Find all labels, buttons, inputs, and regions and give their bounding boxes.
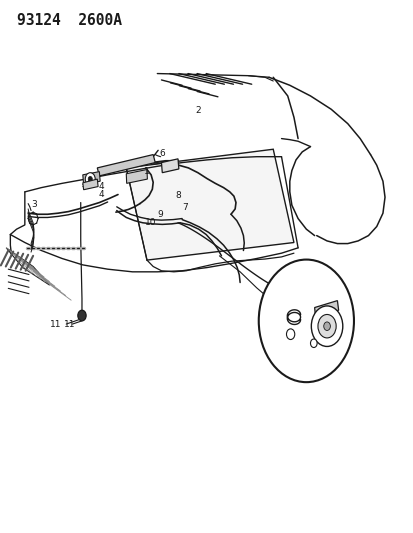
Text: 4: 4 [98, 190, 104, 198]
Text: 2: 2 [195, 107, 200, 115]
Text: 3: 3 [31, 200, 37, 208]
Text: 7: 7 [298, 301, 304, 310]
Circle shape [323, 322, 330, 330]
Polygon shape [161, 159, 178, 173]
Circle shape [78, 310, 86, 321]
Text: 11: 11 [50, 320, 61, 328]
Text: 9: 9 [157, 210, 163, 219]
Text: 8: 8 [175, 191, 180, 199]
Polygon shape [314, 301, 338, 317]
Text: 4: 4 [98, 182, 104, 190]
Circle shape [258, 260, 353, 382]
Text: 14: 14 [313, 322, 325, 330]
Text: 13: 13 [311, 302, 323, 311]
Polygon shape [126, 169, 147, 183]
Text: 10: 10 [145, 219, 157, 227]
Text: 93124  2600A: 93124 2600A [17, 13, 121, 28]
Text: 6: 6 [159, 149, 165, 158]
Text: 12: 12 [272, 322, 283, 331]
Text: 1: 1 [144, 167, 150, 176]
Circle shape [311, 306, 342, 346]
Text: 7: 7 [182, 204, 188, 212]
Polygon shape [97, 155, 155, 176]
Circle shape [286, 329, 294, 340]
Text: 11: 11 [64, 320, 75, 328]
Circle shape [88, 176, 92, 182]
Polygon shape [83, 179, 98, 190]
Text: 5: 5 [84, 182, 90, 190]
Polygon shape [6, 248, 50, 285]
Polygon shape [83, 172, 100, 184]
Circle shape [310, 339, 316, 348]
Circle shape [317, 314, 335, 338]
Circle shape [85, 173, 95, 185]
Polygon shape [126, 149, 293, 260]
